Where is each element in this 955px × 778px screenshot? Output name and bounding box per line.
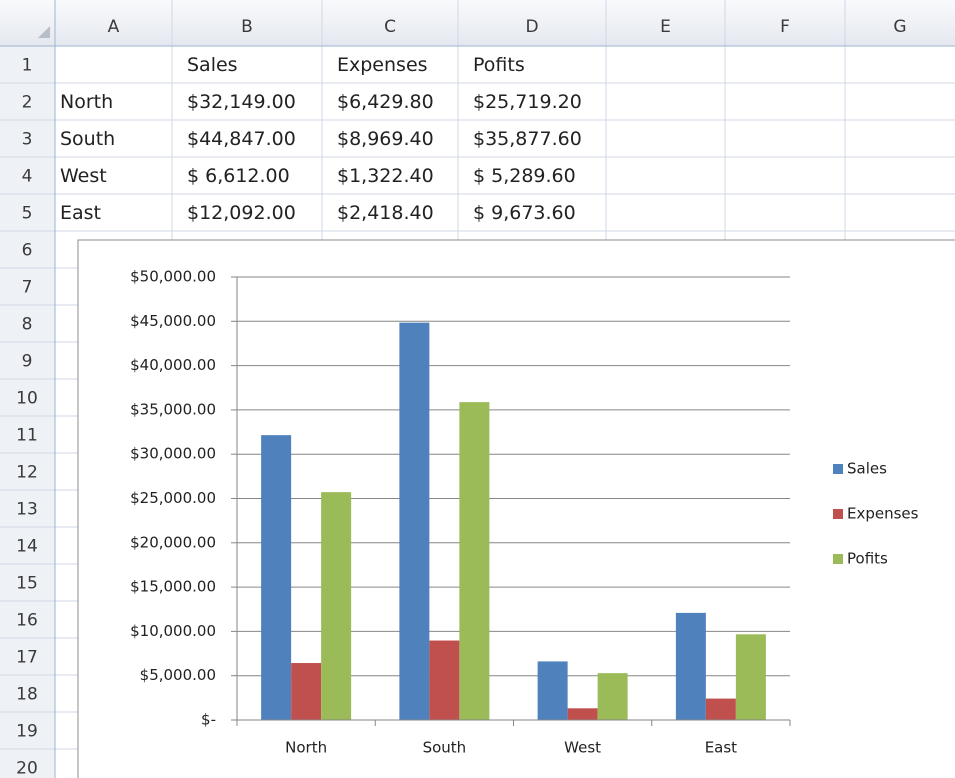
column-header[interactable]: C: [384, 17, 396, 37]
bar: [399, 322, 430, 720]
row-header: 13: [16, 500, 38, 520]
y-tick-label: $40,000.00: [130, 356, 216, 374]
cell[interactable]: $44,847.00: [187, 128, 296, 150]
bar: [705, 698, 736, 720]
row-header: 19: [16, 722, 38, 742]
chart-area: [77, 239, 955, 778]
row-header: 5: [22, 204, 33, 224]
y-tick-label: $10,000.00: [130, 622, 216, 640]
cell[interactable]: $8,969.40: [337, 128, 434, 150]
row-header: 4: [22, 167, 33, 187]
cell[interactable]: Pofits: [473, 54, 525, 76]
cell[interactable]: $35,877.60: [473, 128, 582, 150]
cell[interactable]: $32,149.00: [187, 91, 296, 113]
row-header: 20: [16, 759, 38, 778]
x-tick-label: West: [564, 739, 601, 757]
bar: [321, 492, 352, 720]
column-header[interactable]: D: [525, 17, 538, 37]
bar: [735, 634, 766, 720]
bar: [567, 708, 598, 720]
bar: [537, 661, 568, 720]
row-header: 12: [16, 463, 38, 483]
legend-swatch: [833, 464, 843, 474]
cell[interactable]: $1,322.40: [337, 165, 434, 187]
cell[interactable]: North: [60, 91, 113, 113]
legend-label: Sales: [847, 460, 887, 478]
row-header: 17: [16, 648, 38, 668]
cell[interactable]: $12,092.00: [187, 202, 296, 224]
row-header: 10: [16, 389, 38, 409]
y-tick-label: $20,000.00: [130, 533, 216, 551]
row-header: 7: [22, 278, 33, 298]
row-header: 14: [16, 537, 38, 557]
row-header-bar: [0, 46, 55, 778]
cell[interactable]: Expenses: [337, 54, 428, 76]
cell[interactable]: West: [60, 165, 107, 187]
y-tick-label: $15,000.00: [130, 578, 216, 596]
row-header: 2: [22, 93, 33, 113]
bar: [429, 640, 460, 720]
column-header[interactable]: F: [780, 17, 790, 37]
x-tick-label: South: [423, 739, 467, 757]
y-tick-label: $30,000.00: [130, 445, 216, 463]
y-tick-label: $45,000.00: [130, 312, 216, 330]
cell[interactable]: $ 5,289.60: [473, 165, 576, 187]
legend-label: Pofits: [847, 550, 888, 568]
row-header: 11: [16, 426, 38, 446]
bar: [675, 612, 706, 720]
y-tick-label: $25,000.00: [130, 489, 216, 507]
row-header: 9: [22, 352, 33, 372]
cell[interactable]: $25,719.20: [473, 91, 582, 113]
y-tick-label: $50,000.00: [130, 268, 216, 286]
column-header[interactable]: B: [241, 17, 253, 37]
cell[interactable]: $6,429.80: [337, 91, 434, 113]
row-header: 8: [22, 315, 33, 335]
cell[interactable]: $2,418.40: [337, 202, 434, 224]
row-header: 1: [22, 56, 33, 76]
legend-label: Expenses: [847, 505, 919, 523]
row-header: 15: [16, 574, 38, 594]
column-header[interactable]: E: [660, 17, 671, 37]
x-tick-label: North: [285, 739, 327, 757]
cell[interactable]: East: [60, 202, 101, 224]
select-all[interactable]: [38, 26, 50, 38]
cell[interactable]: Sales: [187, 54, 238, 76]
y-tick-label: $35,000.00: [130, 400, 216, 418]
cell[interactable]: $ 9,673.60: [473, 202, 576, 224]
legend-swatch: [833, 554, 843, 564]
column-header-bar: [0, 0, 955, 46]
legend-swatch: [833, 509, 843, 519]
y-tick-label: $5,000.00: [140, 666, 216, 684]
bar: [459, 402, 490, 720]
bar: [261, 435, 292, 720]
cell[interactable]: $ 6,612.00: [187, 165, 290, 187]
row-header: 6: [22, 241, 33, 261]
row-header: 18: [16, 685, 38, 705]
row-header: 16: [16, 611, 38, 631]
cell[interactable]: South: [60, 128, 115, 150]
bar: [291, 663, 322, 720]
chart: $- $5,000.00 $10,000.00 $15,000.00 $20,000.0…: [77, 239, 955, 778]
x-tick-label: East: [705, 739, 737, 757]
row-header: 3: [22, 130, 33, 150]
bar: [597, 673, 628, 720]
y-tick-label: $-: [201, 711, 216, 729]
column-header[interactable]: G: [893, 17, 906, 37]
column-header[interactable]: A: [108, 17, 120, 37]
